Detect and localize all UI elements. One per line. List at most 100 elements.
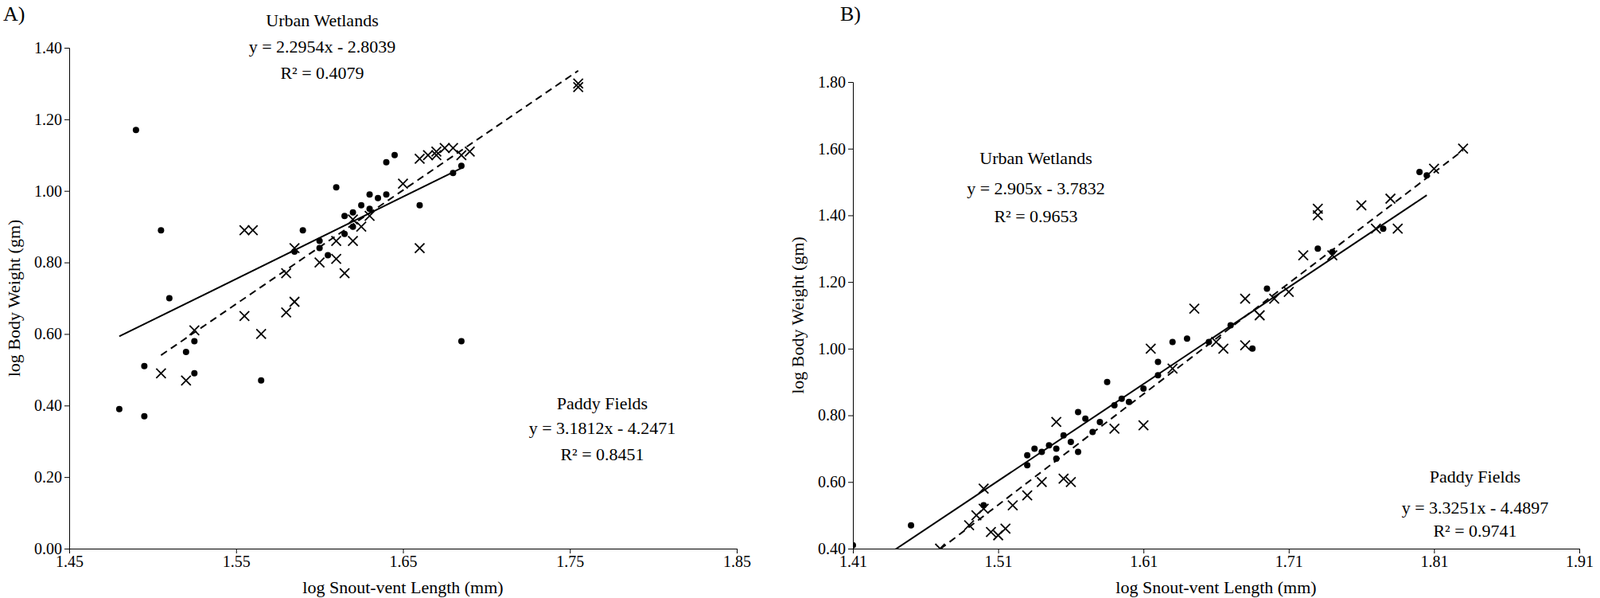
point: [182, 348, 190, 355]
series: [852, 168, 1430, 549]
point: [281, 307, 292, 317]
y-tick: 1.80: [817, 73, 853, 91]
r2-label: R² = 0.8451: [560, 443, 644, 464]
x-tick: 1.61: [1129, 548, 1158, 570]
point: [1314, 245, 1321, 252]
x-tick-label: 1.61: [1129, 552, 1158, 570]
point: [1263, 285, 1270, 292]
point: [1416, 168, 1423, 176]
y-tick-label: 1.80: [817, 73, 846, 91]
r2-label: R² = 0.9741: [1432, 520, 1517, 541]
point: [116, 405, 123, 413]
point: [190, 369, 198, 377]
point: [239, 311, 250, 321]
y-tick-label: 0.20: [34, 467, 63, 486]
point: [1154, 358, 1161, 366]
point: [331, 236, 342, 246]
point: [374, 194, 382, 202]
y-tick: 1.60: [817, 140, 853, 158]
point: [1183, 334, 1191, 342]
r2-label: R² = 0.9653: [993, 206, 1078, 226]
x-tick-label: 1.85: [723, 552, 752, 570]
point: [316, 237, 324, 245]
point: [458, 162, 465, 169]
series: [935, 144, 1468, 549]
point: [423, 150, 433, 160]
x-axis-title: log Snout-vent Length (mm): [1115, 576, 1316, 597]
point: [1111, 401, 1118, 409]
y-tick-label: 0.60: [34, 324, 63, 343]
y-tick-mark: [848, 81, 853, 83]
y-tick: 1.20: [34, 110, 70, 129]
x-tick-label: 1.51: [984, 552, 1013, 570]
x-tick-label: 1.55: [222, 552, 251, 570]
x-axis-title: log Snout-vent Length (mm): [302, 576, 503, 597]
y-tick-mark: [64, 476, 70, 478]
y-tick: 0.20: [34, 467, 70, 486]
y-tick-label: 1.20: [817, 272, 846, 291]
point: [181, 375, 191, 386]
y-tick: 1.00: [34, 182, 70, 200]
y-axis: 0.400.600.801.001.201.401.601.80: [817, 73, 854, 557]
panel-title: A): [3, 2, 25, 26]
x-tick: 1.71: [1275, 548, 1304, 570]
point: [1189, 303, 1200, 314]
panel: 1.451.551.651.751.850.000.200.400.600.80…: [3, 2, 752, 597]
point: [1096, 418, 1103, 425]
point: [289, 243, 300, 254]
point: [341, 212, 348, 219]
point: [980, 502, 987, 509]
point: [348, 214, 359, 225]
point: [439, 143, 450, 153]
equation-label: y = 3.3251x - 4.4897: [1401, 497, 1550, 518]
point: [1031, 444, 1038, 452]
point: [1167, 363, 1178, 374]
point: [852, 541, 857, 549]
point: [140, 362, 148, 370]
y-tick-label: 0.80: [34, 253, 63, 271]
y-tick-mark: [64, 262, 70, 264]
point: [1284, 287, 1294, 297]
y-tick-label: 1.40: [34, 38, 63, 57]
point: [350, 209, 357, 216]
y-tick-label: 1.60: [817, 140, 846, 158]
point: [1000, 523, 1011, 534]
y-tick-mark: [64, 548, 70, 549]
y-tick-mark: [64, 190, 70, 192]
y-tick-mark: [848, 415, 853, 417]
y-tick-mark: [848, 148, 853, 150]
y-axis-title: log Body Weight (gm): [3, 219, 24, 378]
point: [1038, 448, 1045, 456]
point: [464, 146, 475, 156]
y-tick: 0.00: [34, 539, 70, 557]
point: [155, 368, 166, 378]
point: [1067, 438, 1075, 445]
point: [348, 236, 359, 246]
y-axis-line: [64, 48, 71, 549]
point: [383, 159, 390, 166]
point: [190, 337, 198, 344]
point: [1428, 163, 1439, 174]
y-tick: 1.20: [817, 272, 853, 291]
y-tick-label: 1.00: [34, 182, 63, 200]
point: [1022, 490, 1032, 500]
point: [189, 325, 199, 335]
y-tick: 0.40: [817, 539, 853, 557]
y-tick: 1.40: [34, 38, 70, 57]
point: [315, 257, 325, 268]
y-tick-label: 0.80: [817, 405, 846, 424]
x-axis: 1.411.511.611.711.811.91: [839, 548, 1594, 570]
point: [1140, 385, 1147, 392]
y-axis: 0.000.200.400.600.801.001.201.40: [34, 38, 71, 557]
point: [289, 296, 300, 307]
point: [907, 521, 915, 529]
y-tick-label: 0.00: [34, 539, 63, 557]
y-tick: 0.80: [34, 253, 70, 271]
x-tick: 1.55: [222, 548, 251, 570]
point: [978, 483, 989, 494]
point: [256, 328, 266, 339]
point: [1036, 476, 1047, 487]
plot-area: [116, 70, 584, 420]
equation-label: y = 2.905x - 3.7832: [966, 178, 1106, 199]
point: [166, 295, 173, 302]
